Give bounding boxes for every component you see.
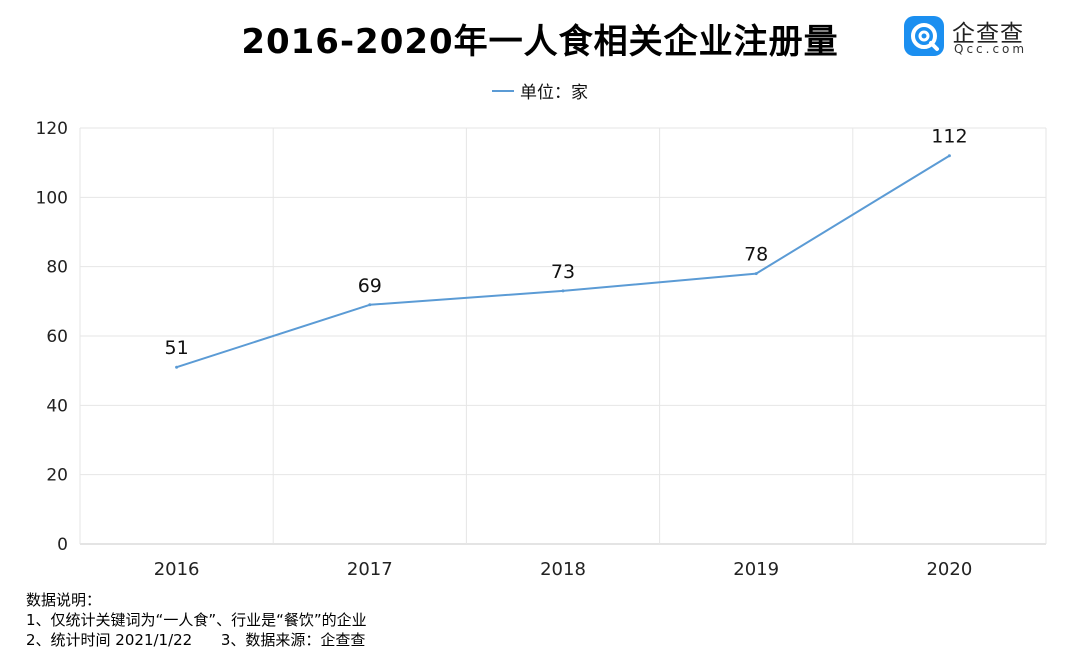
data-label: 51 [165, 337, 189, 359]
notes-line-1: 1、仅统计关键词为“一人食”、行业是“餐饮”的企业 [26, 611, 367, 629]
y-tick-label: 60 [46, 327, 68, 347]
grid-lines [79, 127, 1047, 545]
axes: 0 20 40 60 80 100 120 2016 2017 2018 2019 2020 [36, 119, 973, 580]
x-tick-label: 2016 [154, 559, 200, 580]
brand-name: 企查查 [952, 21, 1024, 47]
data-point [561, 289, 565, 293]
data-label: 73 [551, 261, 575, 283]
data-point [754, 272, 758, 276]
y-tick-label: 40 [46, 396, 68, 416]
y-tick-label: 20 [46, 466, 68, 486]
data-notes: 数据说明： 1、仅统计关键词为“一人食”、行业是“餐饮”的企业 2、统计时间 2… [26, 590, 367, 650]
data-point [175, 365, 179, 369]
x-tick-label: 2018 [540, 559, 586, 580]
chart-legend: 单位：家 [0, 78, 1080, 103]
y-tick-label: 100 [36, 188, 68, 208]
y-tick-label: 120 [36, 119, 68, 139]
x-tick-label: 2019 [733, 559, 779, 580]
data-label: 112 [931, 126, 967, 148]
legend-line-marker [492, 90, 514, 92]
brand-logo-block: 企查查 Qcc.com [904, 14, 1054, 62]
brand-subtitle: Qcc.com [954, 42, 1028, 56]
x-tick-label: 2017 [347, 559, 393, 580]
legend-label: 单位：家 [520, 83, 588, 103]
notes-line-2: 2、统计时间 2021/1/22 3、数据来源：企查查 [26, 631, 366, 649]
chart-title: 2016-2020年一人食相关企业注册量 [241, 22, 839, 62]
qcc-logo-icon [904, 16, 944, 56]
data-labels: 51 69 73 78 112 [165, 126, 968, 359]
data-point [368, 303, 372, 307]
y-tick-label: 80 [46, 258, 68, 278]
data-label: 78 [744, 244, 768, 266]
data-point [947, 154, 951, 158]
data-label: 69 [358, 275, 382, 297]
y-tick-label: 0 [57, 535, 68, 555]
notes-heading: 数据说明： [26, 591, 102, 609]
series-layer [175, 154, 951, 369]
x-tick-label: 2020 [926, 559, 972, 580]
